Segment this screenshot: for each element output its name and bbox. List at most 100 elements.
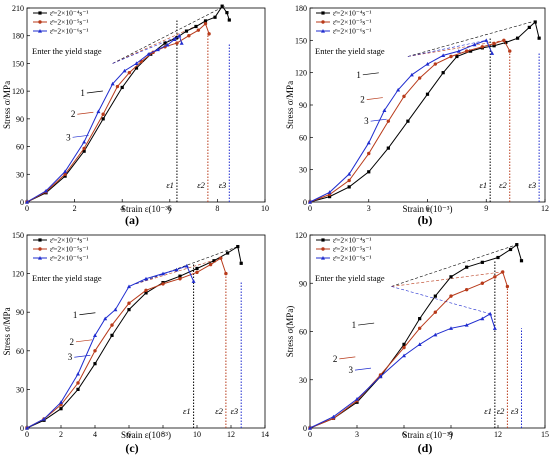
data-point: [367, 170, 371, 174]
data-point: [492, 41, 496, 46]
y-tick-label: 60: [16, 347, 24, 356]
data-point: [433, 310, 438, 314]
data-point: [194, 24, 198, 29]
data-point: [468, 49, 473, 53]
series-line: [309, 39, 511, 203]
panel-label: (d): [418, 441, 433, 455]
panel-label: (a): [125, 213, 139, 227]
x-tick-label: 8: [215, 204, 219, 213]
data-point: [175, 41, 179, 45]
data-point: [127, 70, 132, 75]
legend: ε̄=2×10⁻⁴s⁻¹ε̄=2×10⁻⁵s⁻¹ε̄=2×10⁻⁶s⁻¹: [33, 9, 89, 36]
series-2: [308, 38, 512, 204]
x-tick-label: 6: [426, 204, 430, 213]
curve-number: 3: [349, 365, 354, 375]
data-point: [418, 317, 422, 321]
data-point: [93, 333, 97, 337]
x-tick-label: 6: [127, 430, 131, 439]
legend-label: ε̄=2×10⁻⁴s⁻¹: [333, 236, 372, 245]
data-point: [480, 45, 485, 49]
x-tick-label: 2: [73, 204, 77, 213]
legend-marker: [38, 11, 42, 15]
yield-annotation: Enter the yield stage: [315, 273, 385, 283]
data-point: [236, 244, 240, 249]
data-point: [59, 400, 63, 404]
legend: ε̄=2×10⁻⁴s⁻¹ε̄=2×10⁻⁵s⁻¹ε̄=2×10⁻⁶s⁻¹: [316, 236, 372, 263]
y-tick-label: 120: [12, 87, 24, 96]
data-point: [184, 263, 189, 268]
data-point: [225, 11, 229, 15]
data-point: [144, 288, 148, 293]
legend-marker: [321, 29, 325, 33]
data-point: [417, 326, 422, 330]
yield-line: [407, 21, 532, 57]
curve-pointer: [72, 134, 89, 138]
x-tick-label: 0: [308, 204, 312, 213]
data-point: [455, 54, 459, 59]
strain-label: ε3: [511, 406, 519, 416]
y-tick-label: 120: [295, 231, 307, 240]
yield-line: [135, 246, 238, 285]
x-axis-label: Strain ε(10⁻³): [121, 430, 171, 440]
data-point: [441, 53, 446, 58]
y-tick-label: 60: [299, 328, 307, 337]
data-point: [144, 291, 148, 295]
data-point: [449, 275, 453, 279]
yield-line: [391, 271, 502, 287]
data-point: [331, 414, 336, 419]
data-point: [178, 274, 182, 278]
series-line: [26, 265, 195, 429]
data-point: [502, 38, 506, 43]
series-line: [26, 257, 227, 429]
legend-label: ε̄=2×10⁻⁶s⁻¹: [50, 254, 89, 263]
data-point: [122, 68, 127, 73]
y-tick-label: 180: [12, 32, 24, 41]
data-point: [134, 66, 139, 70]
strain-label: ε2: [197, 180, 205, 190]
x-tick-label: 3: [355, 430, 359, 439]
legend-marker: [38, 29, 42, 33]
series-line: [309, 271, 508, 429]
data-point: [110, 81, 115, 86]
curve-number: 3: [364, 116, 369, 126]
data-point: [515, 36, 520, 40]
data-point: [203, 22, 208, 26]
x-tick-label: 4: [120, 204, 124, 213]
curve-pointer: [370, 118, 387, 122]
strain-label: ε1: [183, 406, 191, 416]
legend-label: ε̄=2×10⁻⁵s⁻¹: [50, 245, 89, 254]
data-point: [501, 270, 505, 274]
y-tick-label: 30: [299, 376, 307, 385]
series-line: [26, 5, 230, 203]
data-point: [161, 282, 165, 286]
data-point: [508, 49, 512, 53]
curve-pointer: [86, 90, 103, 94]
x-tick-label: 4: [93, 430, 97, 439]
y-tick-label: 90: [299, 279, 307, 288]
curve-pointer: [74, 354, 91, 358]
data-point: [409, 72, 414, 77]
panel-label: (b): [418, 213, 433, 227]
strain-label: ε1: [484, 406, 492, 416]
data-point: [492, 326, 497, 330]
strain-label: ε2: [497, 406, 505, 416]
data-point: [464, 49, 469, 53]
data-point: [82, 139, 87, 144]
y-tick-label: 120: [295, 69, 307, 78]
data-point: [464, 287, 469, 292]
data-point: [134, 61, 139, 66]
data-point: [464, 323, 469, 327]
data-point: [76, 381, 80, 385]
x-axis-label: Strain ε(10⁻³): [121, 204, 171, 214]
data-point: [347, 171, 352, 176]
plot-frame: [309, 234, 546, 429]
data-point: [63, 174, 67, 178]
y-axis-label: Stress σ(MPa): [285, 306, 295, 358]
y-axis-label: Stress σ/MPa: [2, 81, 12, 129]
x-tick-label: 12: [227, 430, 235, 439]
data-point: [93, 362, 97, 366]
data-point: [402, 353, 406, 358]
legend-label: ε̄=2×10⁻⁵s⁻¹: [50, 18, 89, 27]
data-point: [367, 151, 371, 156]
series-2: [25, 22, 211, 204]
